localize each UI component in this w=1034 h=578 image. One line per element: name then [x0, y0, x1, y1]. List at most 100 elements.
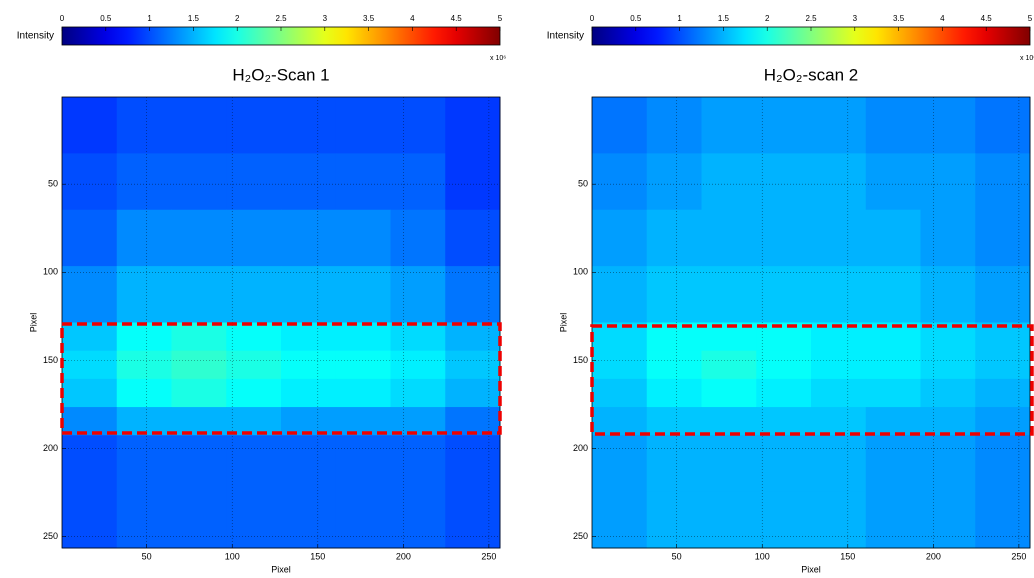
colorbar-label: Intensity: [547, 31, 584, 42]
x-tick-label: 150: [840, 551, 855, 561]
heatmap-cell: [701, 491, 757, 549]
chart: Intensity x 10⁶ 0 0.5 1 1.5 2 2.5 3 3.5 4 4.5 5 H₂O₂-…: [547, 14, 1034, 574]
colorbar-tick-label: 0.5: [100, 14, 112, 23]
heatmap-cell: [171, 378, 227, 408]
heatmap-cell: [865, 153, 921, 211]
heatmap-cell: [445, 322, 501, 352]
heatmap-cell: [646, 97, 702, 154]
heatmap-cell: [445, 491, 501, 549]
heatmap-cell: [592, 209, 648, 267]
heatmap-cell: [226, 407, 282, 436]
heatmap-cell: [335, 97, 391, 154]
heatmap-cell: [756, 266, 812, 323]
heatmap-cell: [865, 407, 921, 436]
heatmap-cell: [811, 407, 867, 436]
colorbar-tick-label: 3.5: [363, 14, 375, 23]
heatmap-cell: [592, 350, 648, 380]
heatmap-cell: [62, 153, 118, 211]
heatmap-cell: [592, 435, 648, 493]
heatmap-cell: [445, 378, 501, 408]
heatmap-cell: [445, 350, 501, 380]
chart-title: H₂O₂-scan 2: [764, 65, 858, 84]
heatmap-cell: [975, 209, 1031, 267]
heatmap-cell: [756, 350, 812, 380]
heatmap-cell: [116, 435, 172, 493]
heatmap-cell: [975, 378, 1031, 408]
heatmap-cell: [390, 435, 446, 493]
heatmap-cell: [281, 266, 337, 323]
heatmap-cell: [701, 350, 757, 380]
heatmap-cell: [975, 350, 1031, 380]
heatmap-cell: [335, 266, 391, 323]
heatmap-cell: [920, 266, 976, 323]
heatmap-cell: [62, 435, 118, 493]
heatmap-cell: [335, 153, 391, 211]
x-tick-label: 50: [672, 551, 682, 561]
chart-title: H₂O₂-Scan 1: [232, 65, 329, 84]
colorbar-tick-label: 1: [677, 14, 682, 23]
colorbar-tick-label: 2.5: [275, 14, 287, 23]
heatmap-cell: [701, 407, 757, 436]
heatmap-cell: [865, 209, 921, 267]
heatmap-cell: [226, 435, 282, 493]
heatmap-cell: [592, 97, 648, 154]
heatmap-cell: [171, 350, 227, 380]
heatmap-cell: [975, 491, 1031, 549]
heatmap-cell: [116, 407, 172, 436]
heatmap-cell: [920, 209, 976, 267]
heatmap-cell: [116, 378, 172, 408]
colorbar-tick-label: 2: [235, 14, 240, 23]
heatmap-cell: [171, 407, 227, 436]
heatmap-cell: [811, 378, 867, 408]
heatmap-cell: [865, 435, 921, 493]
heatmap-cell: [281, 491, 337, 549]
heatmap-cell: [116, 266, 172, 323]
heatmap-cell: [592, 266, 648, 323]
heatmap-cell: [226, 378, 282, 408]
heatmap-cell: [62, 407, 118, 436]
heatmap-cell: [116, 209, 172, 267]
heatmap-cell: [646, 153, 702, 211]
heatmap-cell: [171, 435, 227, 493]
colorbar-scale: x 10⁶: [490, 55, 506, 62]
colorbar-tick-label: 5: [498, 14, 503, 23]
heatmap-cell: [920, 153, 976, 211]
heatmap-cell: [646, 209, 702, 267]
chart: Intensity x 10⁶ 0 0.5 1 1.5 2 2.5 3 3.5 4 4.5 5 H₂O₂-…: [17, 14, 506, 574]
heatmap-cell: [920, 97, 976, 154]
heatmap-cell: [62, 97, 118, 154]
heatmap-cell: [116, 322, 172, 352]
heatmap-cell: [920, 435, 976, 493]
heatmap-cell: [646, 435, 702, 493]
colorbar-tick-label: 4.5: [451, 14, 463, 23]
heatmap-cell: [865, 97, 921, 154]
heatmap-cell: [811, 97, 867, 154]
heatmap-cell: [646, 407, 702, 436]
heatmap-cell: [116, 97, 172, 154]
colorbar-tick-label: 2.5: [805, 14, 817, 23]
heatmap-cell: [701, 435, 757, 493]
heatmap-cell: [865, 350, 921, 380]
heatmap-cell: [281, 350, 337, 380]
heatmap-cell: [62, 350, 118, 380]
heatmap-cell: [281, 378, 337, 408]
heatmap-cell: [335, 491, 391, 549]
colorbar-tick-label: 1: [147, 14, 152, 23]
heatmap-cell: [171, 266, 227, 323]
heatmap-cell: [975, 266, 1031, 323]
heatmap-cell: [335, 209, 391, 267]
heatmap-cell: [811, 266, 867, 323]
heatmap-cell: [281, 322, 337, 352]
colorbar-tick-label: 1.5: [188, 14, 200, 23]
x-tick-label: 200: [926, 551, 941, 561]
heatmap-cell: [701, 153, 757, 211]
heatmap-cell: [226, 350, 282, 380]
colorbar-tick-label: 0: [60, 14, 65, 23]
heatmap-cell: [390, 322, 446, 352]
heatmap-cell: [701, 378, 757, 408]
heatmap-cell: [920, 407, 976, 436]
colorbar-tick-label: 4: [410, 14, 415, 23]
heatmap-cell: [335, 435, 391, 493]
colorbar-tick-label: 0.5: [630, 14, 642, 23]
heatmap-cell: [281, 435, 337, 493]
